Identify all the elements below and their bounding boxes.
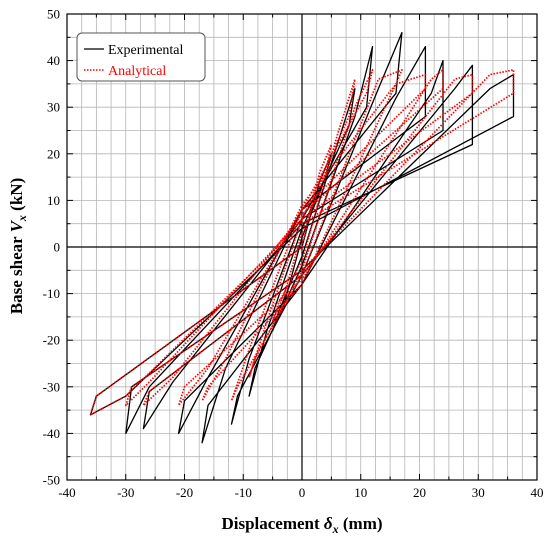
legend-box: [76, 32, 206, 82]
y-tick-label: 20: [47, 146, 60, 161]
legend-label-analytical: Analytical: [108, 64, 166, 79]
x-tick-label: 10: [354, 485, 367, 500]
x-tick-label: -20: [176, 485, 193, 500]
y-tick-labels: -50 -40 -30 -20 -10 0 10 20 30 40 50: [43, 7, 60, 488]
y-tick-label: -10: [43, 286, 60, 301]
legend: Experimental Analytical: [76, 32, 206, 82]
y-tick-label: -30: [43, 379, 60, 394]
y-tick-label: 40: [47, 53, 60, 68]
x-tick-label: 0: [299, 485, 306, 500]
tick-marks: [66, 13, 538, 481]
legend-label-experimental: Experimental: [108, 43, 184, 58]
y-tick-label: 10: [47, 193, 60, 208]
y-axis-title: Base shear Vx (kN): [7, 178, 29, 315]
x-tick-label: -40: [58, 485, 75, 500]
x-tick-label: 30: [472, 485, 485, 500]
y-tick-label: -50: [43, 473, 60, 488]
x-axis-title: Displacement δx (mm): [221, 514, 382, 536]
y-tick-label: -40: [43, 426, 60, 441]
series-lines: [89, 31, 515, 444]
y-tick-label: 30: [47, 100, 60, 115]
x-tick-label: -30: [117, 485, 134, 500]
x-tick-labels: -40 -30 -20 -10 0 10 20 30 40: [58, 485, 543, 500]
x-tick-label: -10: [235, 485, 252, 500]
x-tick-label: 20: [413, 485, 426, 500]
series-line-analytical: [89, 69, 515, 416]
y-tick-label: 0: [54, 240, 61, 255]
y-tick-label: -20: [43, 333, 60, 348]
y-tick-label: 50: [47, 7, 60, 22]
x-tick-label: 40: [531, 485, 544, 500]
